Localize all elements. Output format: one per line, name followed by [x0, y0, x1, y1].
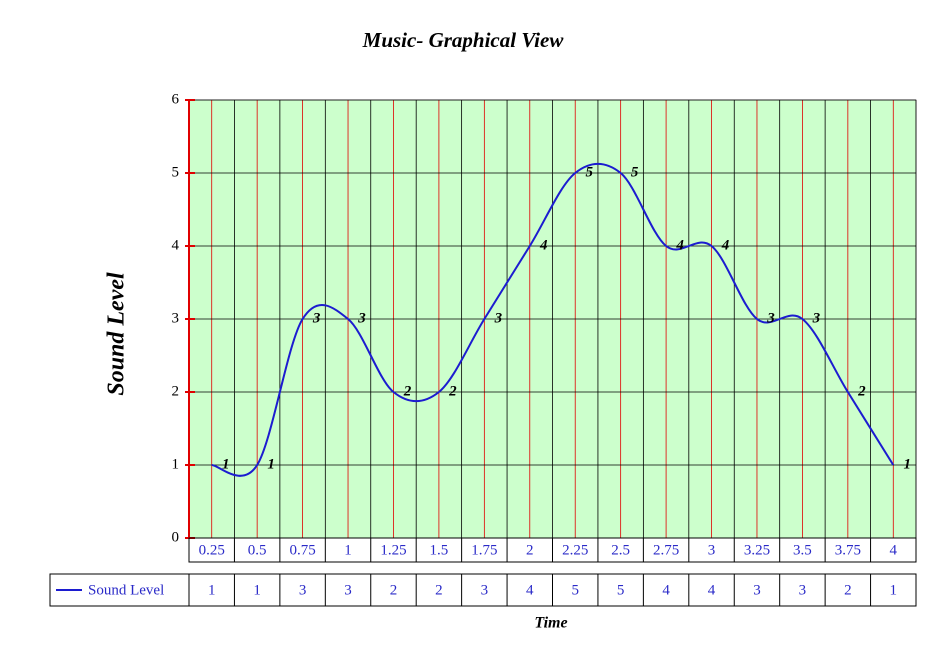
- y-tick-label: 0: [172, 529, 180, 545]
- x-tick-label: 2: [526, 542, 534, 558]
- table-row: [49, 573, 917, 607]
- data-label: 2: [403, 383, 412, 399]
- x-tick-label: 3: [708, 542, 716, 558]
- data-label: 1: [904, 456, 912, 472]
- table-value: 1: [208, 582, 216, 598]
- data-label: 5: [585, 164, 593, 180]
- table-value: 3: [299, 582, 307, 598]
- y-tick-label: 1: [172, 456, 180, 472]
- table-value: 2: [844, 582, 852, 598]
- table-value: 5: [617, 582, 625, 598]
- table-value: 3: [344, 582, 352, 598]
- x-tick-label: 2.5: [611, 542, 630, 558]
- y-axis-title: Sound Level: [104, 272, 130, 396]
- data-label: 4: [721, 237, 730, 253]
- x-tick-label: 0.25: [199, 542, 225, 558]
- y-tick-label: 3: [172, 310, 180, 326]
- x-axis-title: Time: [534, 615, 567, 632]
- x-tick-label: 0.75: [289, 542, 315, 558]
- x-tick-label: 3.75: [835, 542, 861, 558]
- data-label: 5: [631, 164, 639, 180]
- legend-label: Sound Level: [88, 582, 164, 598]
- data-label: 4: [675, 237, 684, 253]
- data-label: 1: [267, 456, 275, 472]
- table-value: 4: [708, 582, 716, 598]
- table-value: 1: [253, 582, 261, 598]
- y-tick-label: 2: [172, 383, 180, 399]
- data-label: 3: [766, 310, 775, 326]
- data-label: 2: [448, 383, 457, 399]
- table-value: 2: [435, 582, 443, 598]
- data-label: 3: [357, 310, 366, 326]
- y-tick-label: 6: [172, 91, 180, 107]
- table-value: 2: [390, 582, 398, 598]
- y-tick-label: 5: [172, 164, 180, 180]
- x-tick-label: 1: [344, 542, 352, 558]
- table-value: 3: [481, 582, 489, 598]
- data-label: 3: [312, 310, 321, 326]
- x-tick-label: 1.75: [471, 542, 497, 558]
- x-tick-label: 3.25: [744, 542, 770, 558]
- x-tick-label: 1.5: [430, 542, 449, 558]
- data-label: 2: [857, 383, 866, 399]
- table-value: 1: [890, 582, 898, 598]
- x-tick-label: 2.25: [562, 542, 588, 558]
- x-tick-label: 1.25: [380, 542, 406, 558]
- series-line: [211, 162, 895, 477]
- table-value: 3: [753, 582, 761, 598]
- chart-title: Music- Graphical View: [362, 28, 565, 52]
- data-label: 1: [222, 456, 230, 472]
- data-label: 3: [494, 310, 503, 326]
- data-label: 3: [812, 310, 821, 326]
- table-value: 3: [799, 582, 807, 598]
- table-value: 5: [571, 582, 579, 598]
- table-value: 4: [526, 582, 534, 598]
- y-tick-label: 4: [172, 237, 180, 253]
- x-tick-label: 0.5: [248, 542, 267, 558]
- x-tick-label: 4: [890, 542, 898, 558]
- x-tick-label: 2.75: [653, 542, 679, 558]
- x-tick-label: 3.5: [793, 542, 812, 558]
- table-value: 4: [662, 582, 670, 598]
- data-label: 4: [539, 237, 548, 253]
